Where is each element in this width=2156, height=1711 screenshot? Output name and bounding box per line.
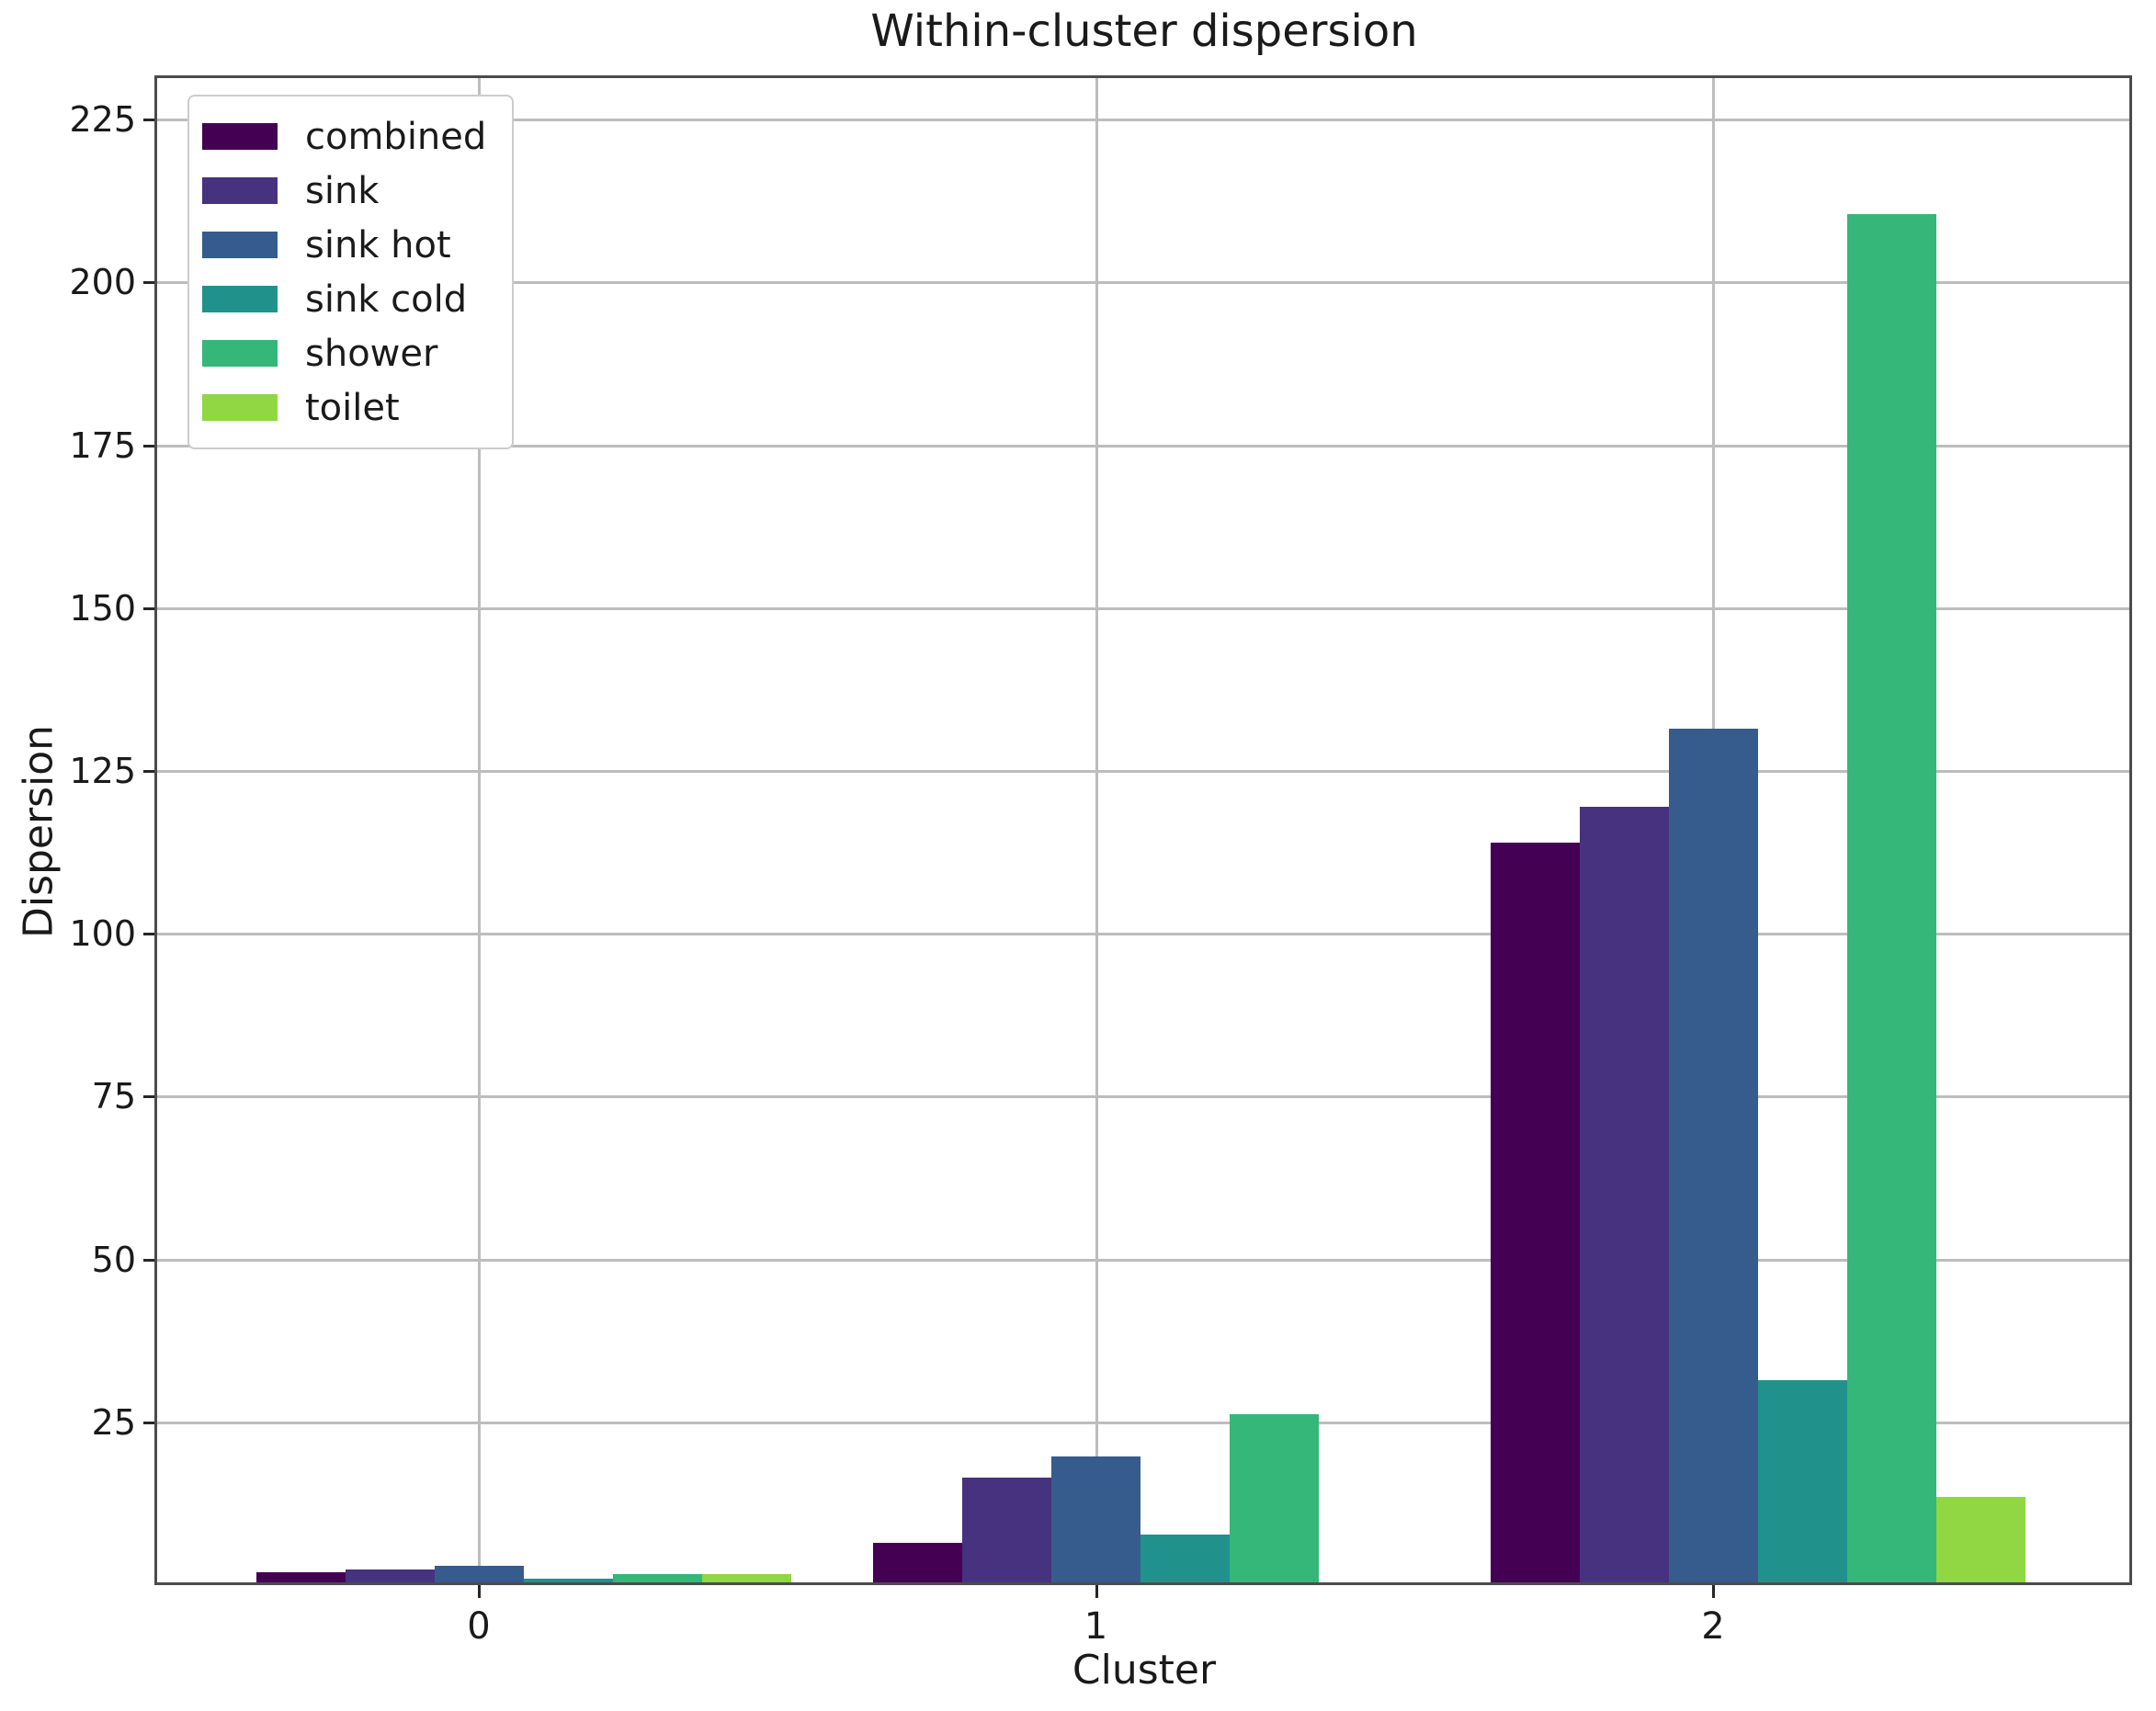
bar-sink-cluster-1 [962,1478,1051,1585]
gridline-horizontal [156,769,2132,773]
bar-sink-hot-cluster-0 [434,1566,524,1585]
legend-swatch-sink-cold [202,286,278,312]
legend-label: toilet [305,386,400,429]
y-tick-label: 125 [69,750,136,791]
bar-combined-cluster-0 [255,1572,346,1585]
bar-toilet-cluster-0 [701,1574,791,1585]
bar-sink-hot-cluster-2 [1668,729,1758,1585]
y-axis-label: Dispersion [15,724,62,939]
legend-label: sink hot [305,223,451,266]
bar-toilet-cluster-2 [1935,1497,2026,1585]
legend-item-sink-cold: sink cold [202,272,486,326]
gridline-horizontal [156,1421,2132,1424]
legend-item-combined: combined [202,109,486,164]
x-tick-label: 1 [1084,1605,1108,1648]
y-tick-label: 100 [69,913,136,955]
x-tick-label: 2 [1701,1605,1725,1648]
bar-sink-cluster-0 [345,1569,435,1585]
legend-label: sink [305,169,380,212]
gridline-vertical [478,77,481,1585]
bar-sink-cold-cluster-1 [1140,1535,1230,1585]
gridline-horizontal [156,119,2132,122]
legend-swatch-toilet [202,394,278,421]
bar-shower-cluster-0 [612,1574,702,1585]
y-tick-mark [143,1095,156,1099]
gridline-horizontal [156,1095,2132,1099]
y-tick-mark [143,444,156,448]
y-tick-mark [143,606,156,610]
x-tick-mark [478,1585,481,1598]
legend-label: sink cold [305,278,468,321]
gridline-horizontal [156,606,2132,610]
legend-swatch-combined [202,123,278,150]
y-tick-label: 25 [91,1401,136,1443]
y-tick-label: 150 [69,587,136,629]
legend: combined sink sink hot sink cold shower … [187,95,515,449]
legend-swatch-shower [202,340,278,367]
legend-label: shower [305,332,438,375]
gridline-horizontal [156,281,2132,285]
bar-shower-cluster-1 [1230,1414,1319,1585]
y-tick-label: 225 [69,99,136,141]
plot-area [156,77,2132,1585]
y-tick-label: 200 [69,262,136,303]
x-tick-label: 0 [467,1605,491,1648]
bar-combined-cluster-2 [1490,843,1580,1585]
bar-sink-cold-cluster-2 [1757,1380,1847,1585]
x-tick-mark [1712,1585,1715,1598]
gridline-vertical [1095,77,1098,1585]
y-tick-label: 75 [91,1076,136,1117]
x-axis-label: Cluster [1072,1647,1217,1694]
y-tick-mark [143,769,156,773]
gridline-horizontal [156,933,2132,936]
legend-swatch-sink-hot [202,232,278,258]
legend-swatch-sink [202,177,278,204]
y-tick-mark [143,933,156,936]
legend-item-sink: sink [202,164,486,218]
legend-item-toilet: toilet [202,380,486,435]
legend-item-sink-hot: sink hot [202,218,486,272]
y-tick-label: 175 [69,425,136,466]
chart-title: Within-cluster dispersion [870,6,1418,57]
y-tick-label: 50 [91,1239,136,1280]
y-tick-mark [143,281,156,285]
y-tick-mark [143,1258,156,1262]
bar-sink-cold-cluster-0 [523,1579,613,1585]
y-tick-mark [143,1421,156,1424]
y-tick-mark [143,119,156,122]
legend-item-shower: shower [202,326,486,380]
bar-shower-cluster-2 [1846,214,1936,1585]
bar-sink-hot-cluster-1 [1051,1456,1140,1585]
bar-combined-cluster-1 [873,1543,962,1585]
x-tick-mark [1095,1585,1098,1598]
gridline-horizontal [156,444,2132,448]
legend-label: combined [305,115,487,158]
bar-sink-cluster-2 [1579,807,1669,1585]
gridline-horizontal [156,1258,2132,1262]
